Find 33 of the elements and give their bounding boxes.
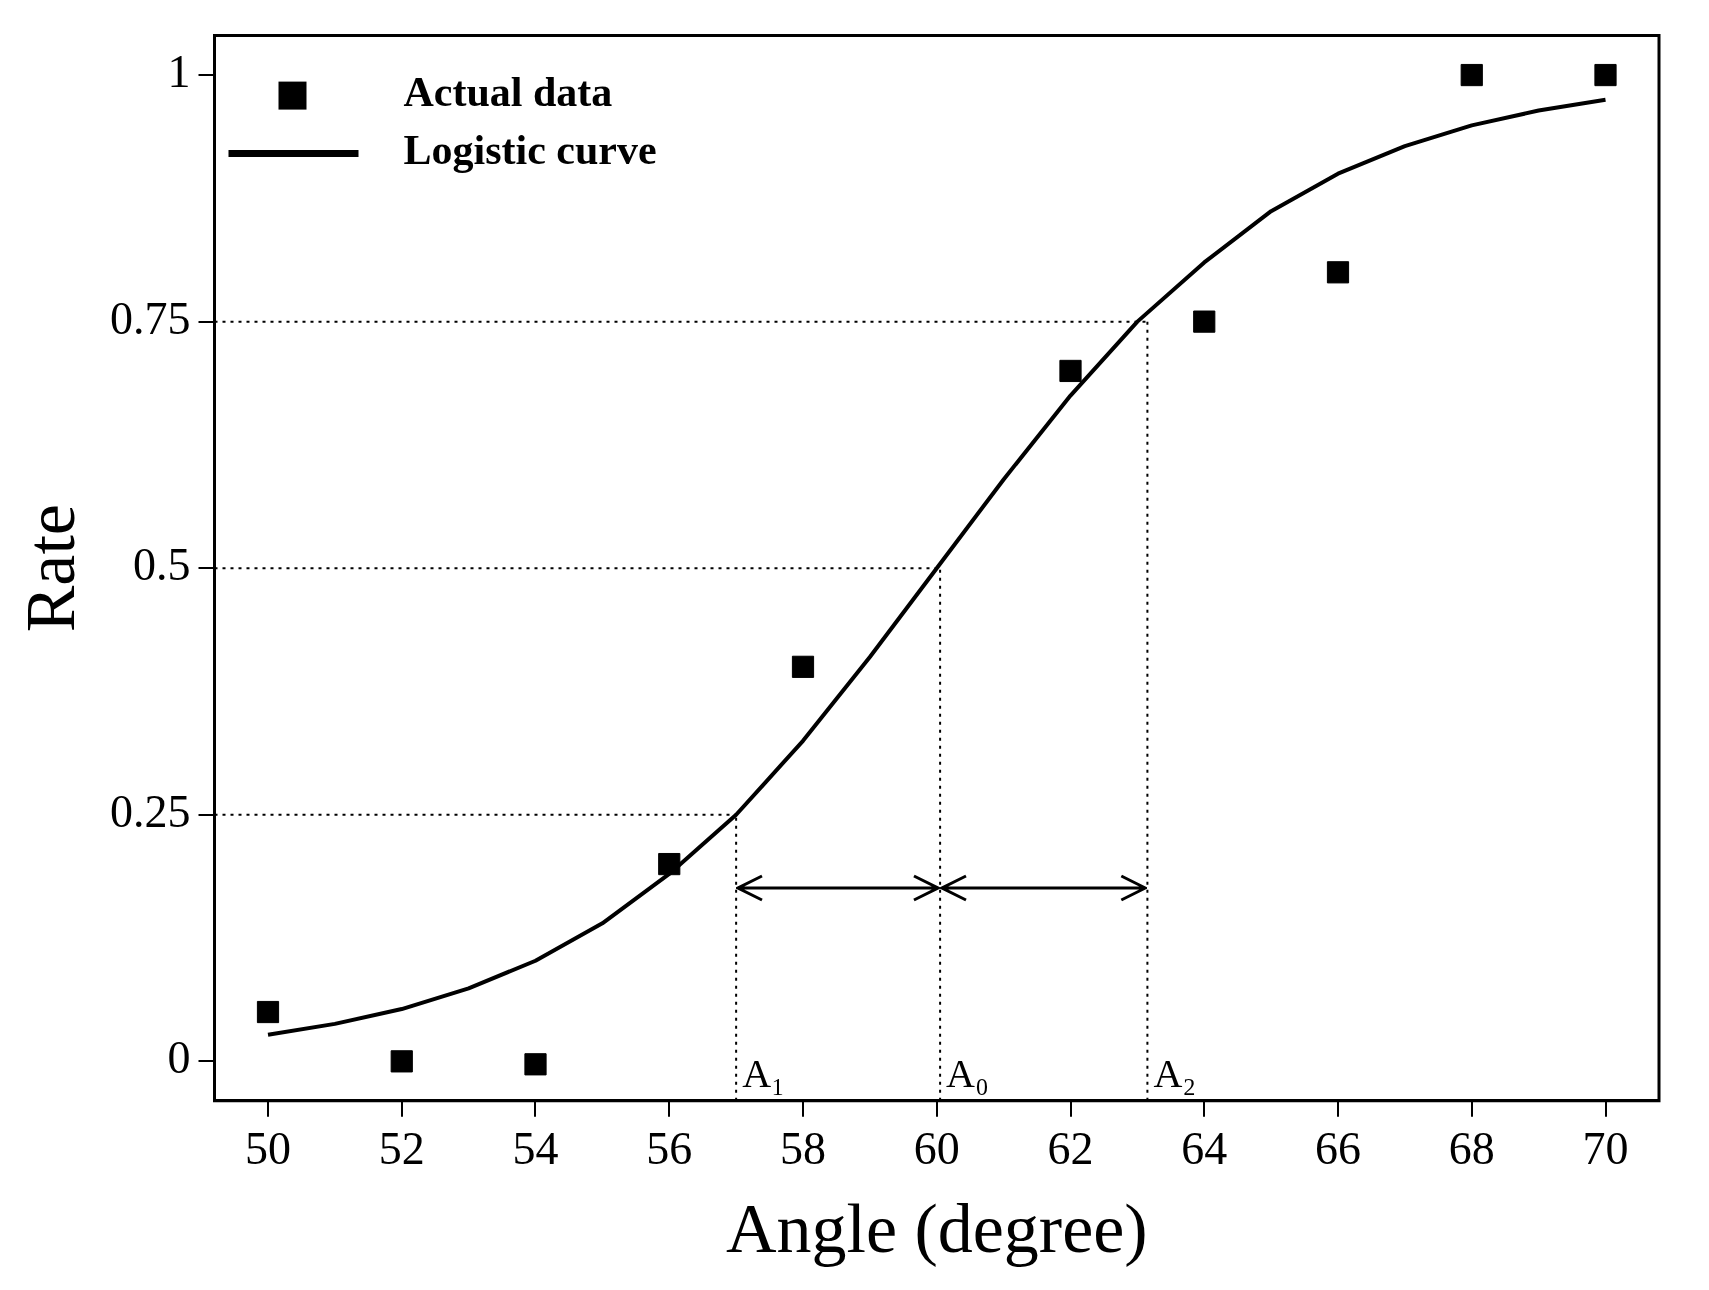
point xyxy=(524,1053,547,1076)
x-tick-label: 60 xyxy=(913,1123,960,1175)
y-tick-label: 0.75 xyxy=(110,292,191,344)
x-tick-label: 52 xyxy=(378,1123,425,1175)
point xyxy=(390,1050,413,1073)
point xyxy=(658,852,681,876)
point xyxy=(256,1000,280,1024)
x-tick-label: 70 xyxy=(1582,1123,1629,1175)
x-tick-label: 54 xyxy=(512,1123,559,1175)
x-tick-label: 68 xyxy=(1448,1123,1495,1175)
y-tick-label: 0.5 xyxy=(133,539,191,591)
x-tick-label: 62 xyxy=(1047,1123,1094,1175)
ref-line-label: A₂ xyxy=(1153,1051,1197,1097)
y-tick-label: 1 xyxy=(167,46,191,98)
x-tick-label: 66 xyxy=(1315,1123,1361,1175)
x-tick-label: 64 xyxy=(1181,1123,1228,1175)
x-tick-label: 56 xyxy=(646,1123,693,1175)
x-tick-label: 50 xyxy=(245,1123,291,1175)
y-tick-label: 0.25 xyxy=(110,785,191,837)
legend-label: Logistic curve xyxy=(403,127,657,174)
point xyxy=(1193,310,1216,333)
x-tick-label: 58 xyxy=(780,1123,826,1175)
ref-line-label: A₀ xyxy=(946,1051,989,1097)
point xyxy=(1326,261,1350,284)
point xyxy=(1460,63,1483,87)
point xyxy=(1594,63,1617,87)
y-axis-title: Rate xyxy=(12,504,90,633)
point xyxy=(791,655,815,678)
y-tick-label: 0 xyxy=(167,1032,191,1084)
ref-line-label: A₁ xyxy=(742,1051,785,1097)
x-axis-title: Angle (degree) xyxy=(725,1190,1148,1268)
legend-label: Actual data xyxy=(403,69,613,116)
point xyxy=(1059,359,1082,383)
